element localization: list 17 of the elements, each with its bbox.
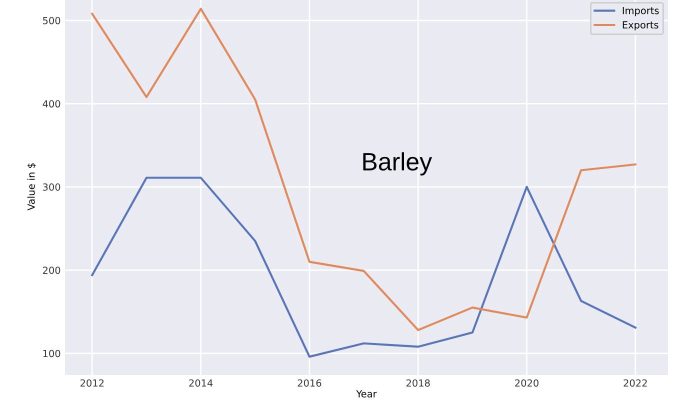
y-tick-label: 400 [42,100,60,108]
x-tick-label: 2016 [298,379,322,387]
y-tick-label: 500 [43,16,60,24]
x-tick-label: 2018 [406,379,430,387]
x-tick-label: 2014 [189,379,213,387]
legend-label: Exports [622,21,658,30]
y-axis-title: Value in $ [27,163,36,210]
text: Barley [363,152,432,176]
x-tick-label: 2012 [80,379,104,387]
y-tick-label: 200 [42,266,60,274]
x-axis-title: Year [356,390,377,398]
y-tick-label: 300 [43,183,60,191]
y-tick-label: 100 [43,350,60,358]
x-tick-label: 2020 [515,379,538,387]
x-tick-label: 2022 [624,379,647,387]
legend-label: Imports [622,7,659,16]
line-series [91,176,636,358]
